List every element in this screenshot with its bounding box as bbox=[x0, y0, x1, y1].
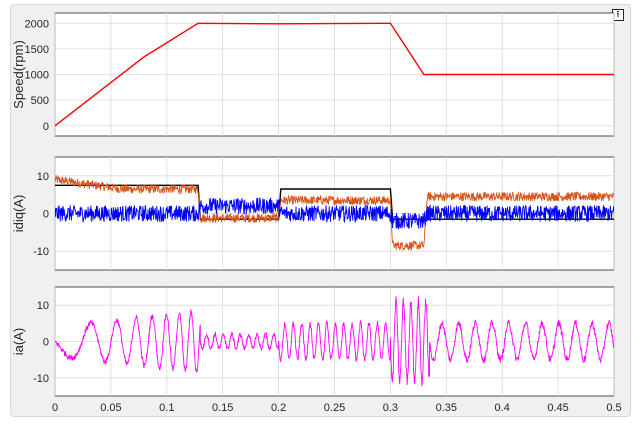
series-line-1 bbox=[55, 184, 614, 220]
y-tick-label: 10 bbox=[37, 300, 49, 312]
x-tick-label: 0.4 bbox=[495, 402, 510, 414]
y-axis-label: Speed(rpm) bbox=[11, 40, 26, 109]
x-tick-label: 0.15 bbox=[212, 402, 233, 414]
x-tick-label: 0.45 bbox=[547, 402, 568, 414]
undock-arrow-icon: ⭱ bbox=[616, 9, 620, 20]
x-tick-label: 0.25 bbox=[324, 402, 345, 414]
x-tick-label: 0.5 bbox=[606, 402, 621, 414]
y-tick-label: 0 bbox=[43, 337, 49, 349]
y-tick-label: 10 bbox=[37, 171, 49, 183]
plot-area bbox=[55, 296, 614, 387]
undock-button[interactable]: ⭱ bbox=[612, 9, 624, 21]
y-tick-label: -10 bbox=[33, 373, 49, 385]
y-tick-label: -10 bbox=[33, 246, 49, 258]
x-tick-label: 0.05 bbox=[100, 402, 121, 414]
series-line-2 bbox=[55, 175, 614, 252]
x-tick-label: 0.1 bbox=[159, 402, 174, 414]
y-tick-label: 0 bbox=[43, 121, 49, 133]
series-line-1 bbox=[55, 296, 614, 387]
subplot-2: -10 0 10 idiq(A) bbox=[11, 156, 615, 271]
y-axis-label: ia(A) bbox=[11, 328, 26, 355]
y-tick-label: 0 bbox=[43, 209, 49, 221]
x-tick-label: 0.3 bbox=[383, 402, 398, 414]
series-line-1 bbox=[55, 22, 614, 127]
x-tick-label: 0.2 bbox=[271, 402, 286, 414]
plot-area bbox=[55, 22, 614, 127]
y-axis-label: idiq(A) bbox=[11, 195, 26, 233]
y-tick-label: 500 bbox=[31, 95, 49, 107]
x-tick-label: 0.35 bbox=[436, 402, 457, 414]
plot-area bbox=[55, 175, 614, 252]
y-tick-label: 2000 bbox=[25, 18, 49, 30]
subplot-3: -10 0 10 0 0.05 0.1 0.15 0.2 0.25 0.3 0.35 0.4 0.45 0… bbox=[11, 286, 622, 414]
y-tick-label: 1500 bbox=[25, 44, 49, 56]
y-tick-label: 1000 bbox=[25, 70, 49, 82]
subplot-1: 0 500 1000 1500 2000 Speed(rpm) bbox=[11, 12, 615, 137]
x-tick-label: 0 bbox=[52, 402, 58, 414]
series-line-3 bbox=[55, 197, 614, 230]
